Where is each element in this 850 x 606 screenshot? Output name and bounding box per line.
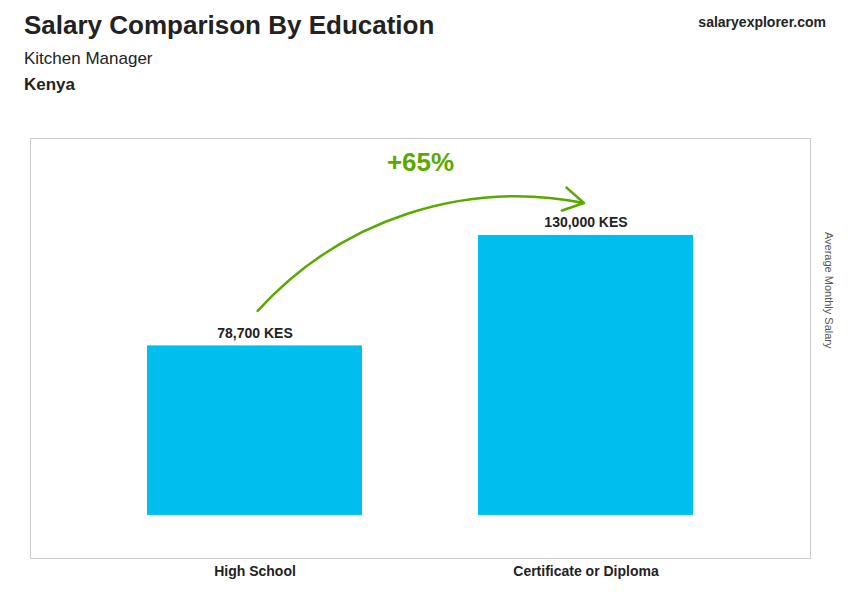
svg-text:78,700 KES: 78,700 KES bbox=[217, 325, 293, 341]
svg-text:High School: High School bbox=[214, 563, 296, 579]
html-text:Salary Comparison By Education: Salary Comparison By Education bbox=[24, 10, 435, 40]
svg-text:130,000 KES: 130,000 KES bbox=[544, 214, 627, 230]
html-text:Kenya: Kenya bbox=[24, 75, 75, 94]
html-text:salaryexplorer.com: salaryexplorer.com bbox=[698, 14, 826, 30]
html-text:Kitchen Manager: Kitchen Manager bbox=[24, 49, 153, 68]
svg-text:Average Monthly Salary: Average Monthly Salary bbox=[823, 232, 835, 349]
svg-text:+65%: +65% bbox=[387, 147, 454, 177]
svg-text:Certificate or Diploma: Certificate or Diploma bbox=[513, 563, 659, 579]
